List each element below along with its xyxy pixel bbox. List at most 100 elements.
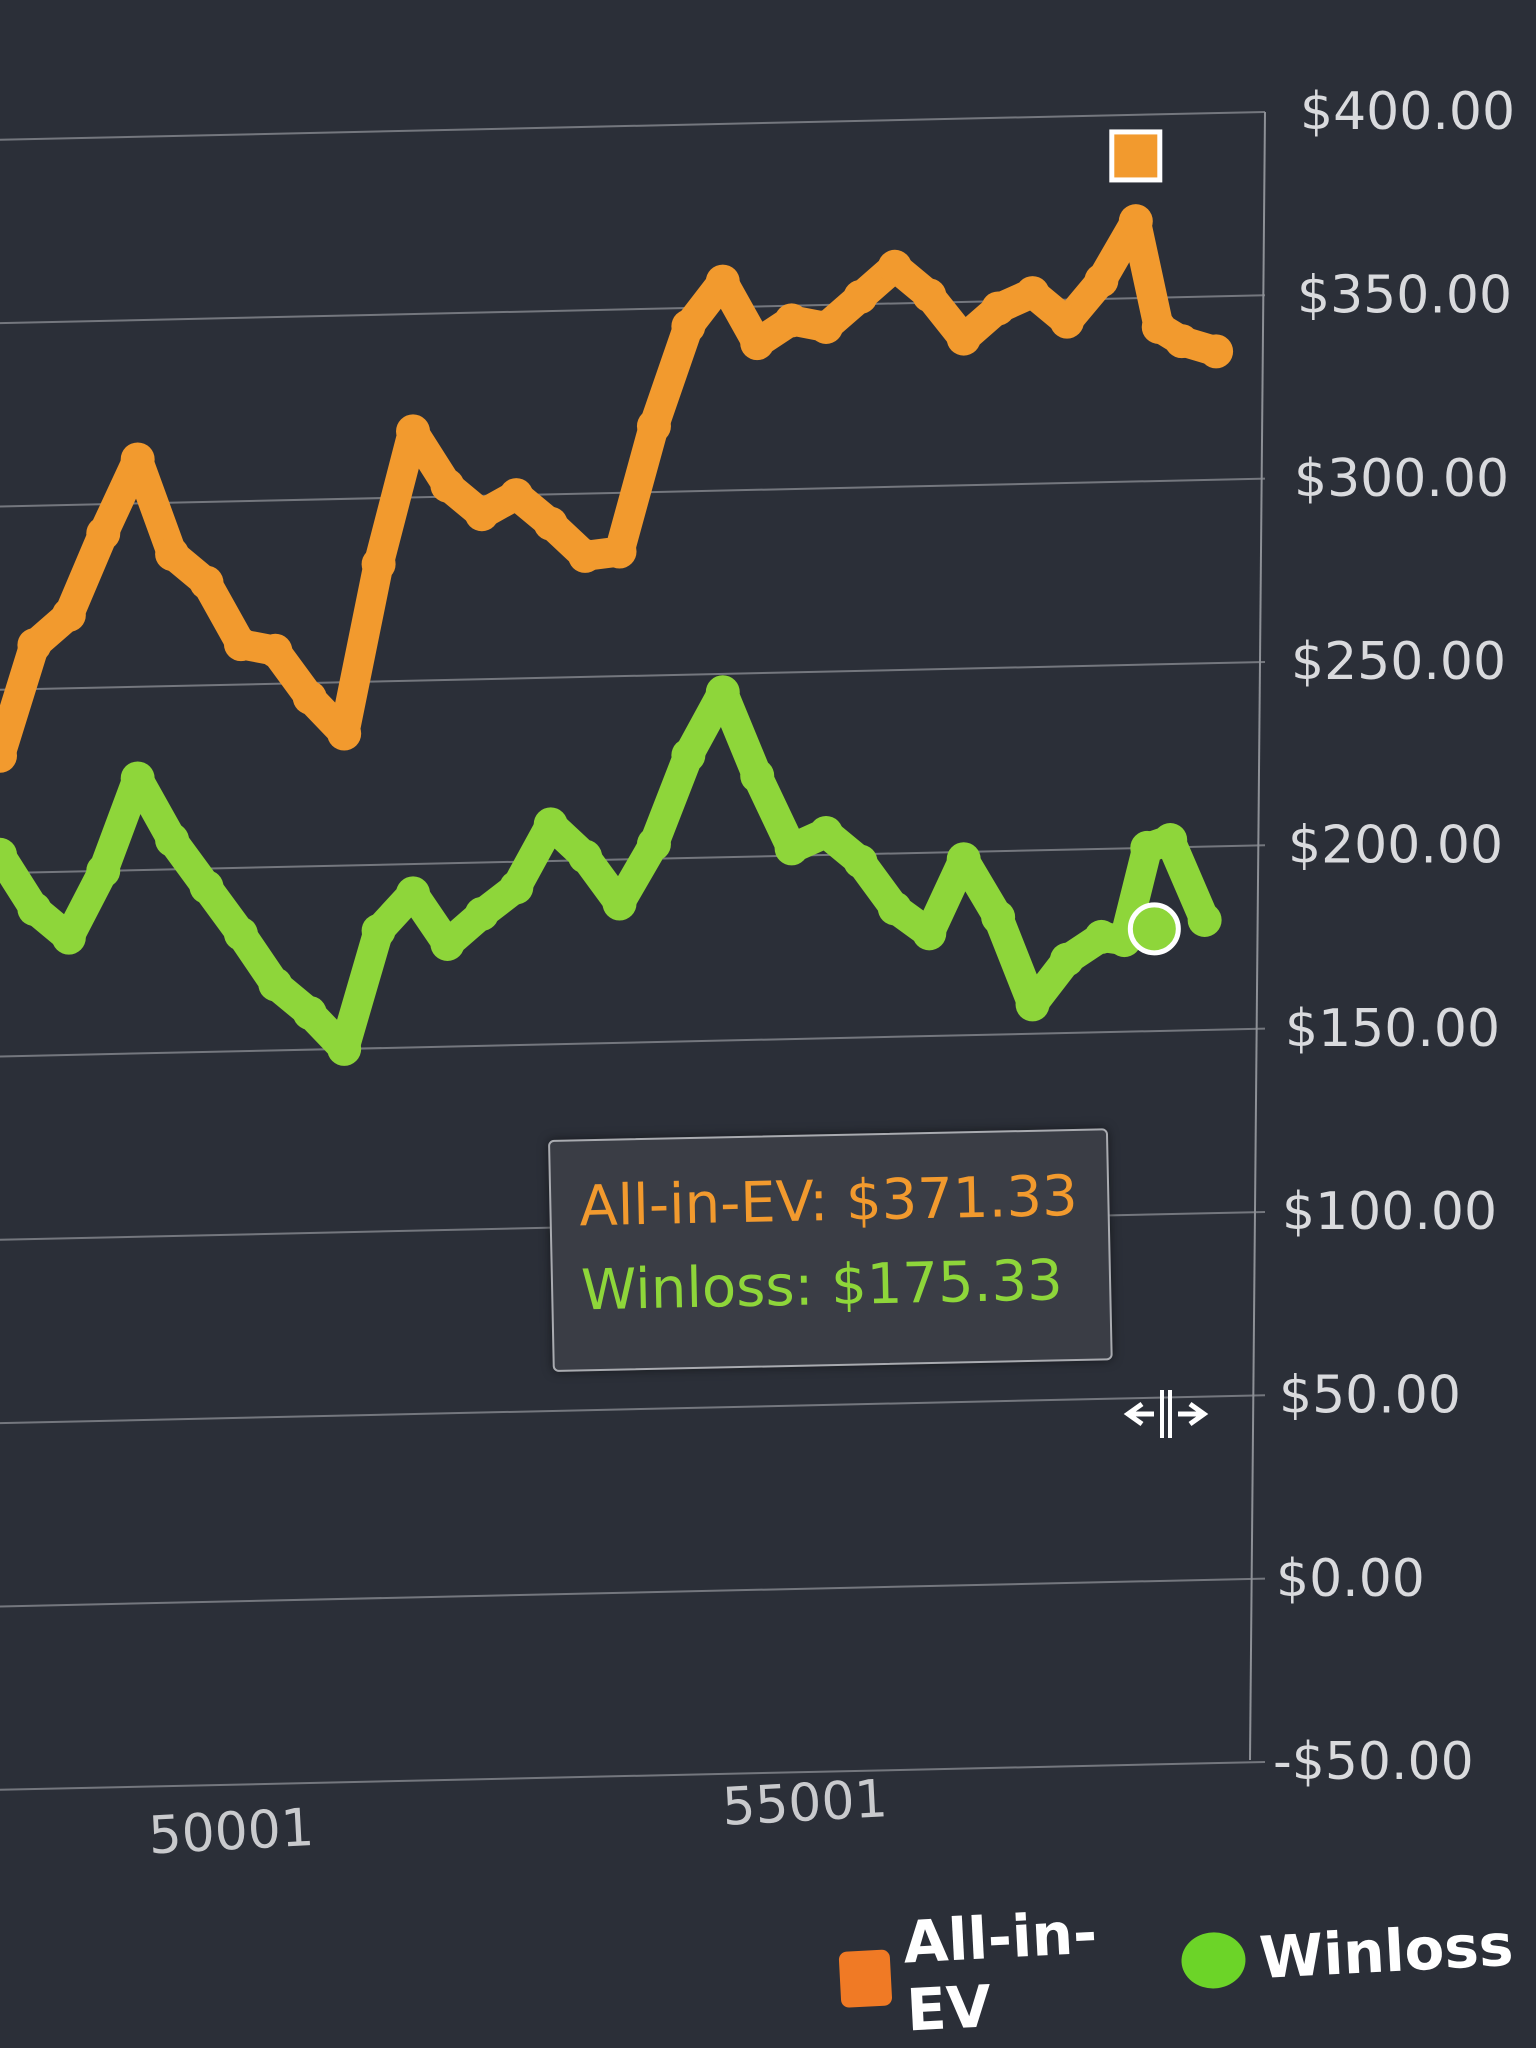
y-tick-label: $0.00 (1276, 1549, 1425, 1609)
data-point (223, 627, 258, 662)
data-point (51, 920, 86, 955)
y-tick-label: $300.00 (1294, 449, 1509, 509)
data-point (292, 680, 327, 715)
data-point (292, 995, 327, 1030)
legend-winloss-swatch-icon (1180, 1930, 1247, 1991)
hover-markers (1109, 129, 1181, 956)
data-point (499, 478, 534, 513)
data-point (430, 468, 465, 503)
data-point (361, 547, 396, 582)
legend-item-ev[interactable]: All-in-EV (836, 1896, 1145, 2048)
data-point (0, 738, 17, 773)
y-tick-label: $250.00 (1291, 632, 1506, 692)
data-point (533, 807, 568, 842)
data-point (1153, 823, 1188, 858)
y-tick-label: $50.00 (1279, 1366, 1461, 1426)
data-point (396, 876, 431, 911)
data-point (671, 309, 706, 344)
x-axis-ticks: 50001 55001 (147, 1769, 889, 1866)
data-point (258, 967, 293, 1002)
data-point (568, 538, 603, 573)
ev-hover-marker (1109, 129, 1163, 183)
data-point (499, 870, 534, 905)
data-point (361, 913, 396, 948)
data-point (1015, 987, 1050, 1022)
data-point (17, 628, 52, 663)
data-point (912, 916, 947, 951)
data-point (636, 409, 671, 444)
data-point (705, 264, 740, 299)
data-point (120, 761, 155, 796)
gridline-y (0, 1027, 1266, 1058)
data-point (981, 291, 1016, 326)
legend-item-winloss[interactable]: Winloss (1180, 1911, 1515, 1996)
data-point (120, 442, 155, 477)
data-point (774, 831, 809, 866)
data-point (981, 900, 1016, 935)
data-point (396, 414, 431, 449)
data-point (327, 716, 362, 751)
data-point (946, 321, 981, 356)
legend-ev-label: All-in-EV (901, 1898, 1099, 2045)
data-point (602, 886, 637, 921)
data-point (51, 597, 86, 632)
data-point (464, 896, 499, 931)
data-point (327, 1031, 362, 1066)
resize-cursor-icon (1123, 1390, 1209, 1438)
x-tick-label: 50001 (147, 1798, 315, 1867)
tooltip-ev-value: All-in-EV: $371.33 (578, 1163, 1079, 1240)
series-layer (0, 204, 1234, 1066)
data-point (774, 303, 809, 338)
gridline-y (0, 1760, 1266, 1791)
data-point (843, 844, 878, 879)
data-point (258, 633, 293, 668)
data-point (636, 827, 671, 862)
data-point (912, 278, 947, 313)
y-axis-ticks: -$50.00 $0.00 $50.00 $100.00 $150.00 $200.00 $… (1273, 82, 1515, 1792)
data-point (223, 916, 258, 951)
winloss-hover-marker (1127, 902, 1181, 956)
data-point (86, 516, 121, 551)
x-tick-label: 55001 (721, 1769, 889, 1838)
data-point (946, 842, 981, 877)
y-tick-label: $400.00 (1300, 82, 1515, 142)
data-point (1084, 263, 1119, 298)
data-point (877, 891, 912, 926)
data-point (1049, 304, 1084, 339)
data-point (843, 279, 878, 314)
data-point (705, 675, 740, 710)
data-point (602, 534, 637, 569)
gridline-y (0, 1577, 1266, 1608)
y-tick-label: $150.00 (1285, 999, 1500, 1059)
data-point (1015, 276, 1050, 311)
data-point (809, 309, 844, 344)
gridline-y (0, 110, 1266, 141)
data-point (189, 869, 224, 904)
gridline-y (0, 1394, 1266, 1425)
data-point (189, 565, 224, 600)
data-point (740, 758, 775, 793)
tooltip-winloss-value: Winloss: $175.33 (580, 1248, 1064, 1324)
data-point (568, 839, 603, 874)
data-point (740, 326, 775, 361)
data-point (464, 497, 499, 532)
data-point (155, 823, 190, 858)
data-point (877, 249, 912, 284)
legend-winloss-label: Winloss (1257, 1910, 1515, 1992)
legend-ev-swatch-icon (838, 1949, 893, 2008)
y-tick-label: $200.00 (1288, 816, 1503, 876)
data-point (671, 738, 706, 773)
data-point (533, 506, 568, 541)
y-tick-label: $100.00 (1282, 1182, 1497, 1242)
data-point (1199, 334, 1234, 369)
data-point (1049, 942, 1084, 977)
data-point (1118, 204, 1153, 239)
data-point (430, 926, 465, 961)
data-point (1164, 324, 1199, 359)
y-tick-label: $350.00 (1297, 266, 1512, 326)
hover-tooltip: All-in-EV: $371.33 Winloss: $175.33 (548, 1128, 1113, 1372)
y-tick-label: -$50.00 (1273, 1732, 1474, 1792)
data-point (86, 853, 121, 888)
y-axis-line (1249, 111, 1266, 1761)
